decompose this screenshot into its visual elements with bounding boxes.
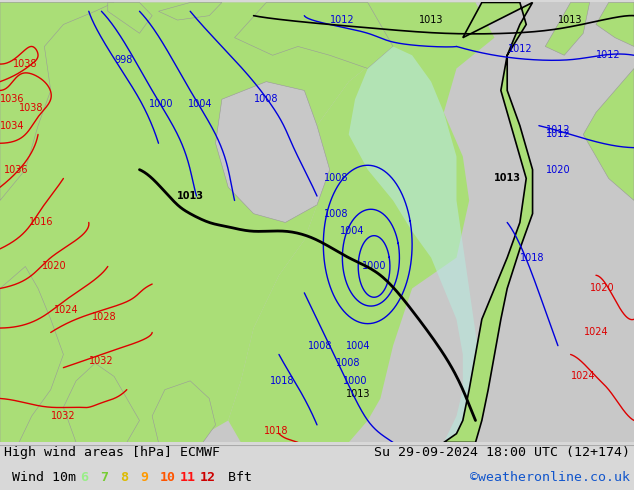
Text: 1024: 1024 (584, 327, 608, 338)
Text: 1028: 1028 (93, 312, 117, 322)
Polygon shape (216, 82, 330, 222)
Text: 1032: 1032 (51, 411, 75, 421)
Polygon shape (0, 2, 393, 442)
Text: 1032: 1032 (89, 356, 113, 366)
Polygon shape (0, 267, 63, 442)
Text: 12: 12 (200, 471, 216, 484)
Text: 1036: 1036 (4, 165, 28, 174)
Polygon shape (158, 2, 222, 20)
Text: 1008: 1008 (308, 341, 332, 351)
Text: 1013: 1013 (346, 389, 370, 399)
Text: 1020: 1020 (42, 262, 66, 271)
Polygon shape (235, 2, 393, 69)
Polygon shape (152, 381, 216, 442)
Text: 1038: 1038 (20, 103, 44, 113)
Polygon shape (108, 2, 152, 33)
Text: 1018: 1018 (270, 376, 294, 386)
Polygon shape (63, 363, 139, 442)
Text: 1000: 1000 (150, 98, 174, 109)
Text: 10: 10 (160, 471, 176, 484)
Text: 1004: 1004 (346, 341, 370, 351)
Text: 1008: 1008 (324, 173, 348, 183)
Polygon shape (0, 2, 114, 200)
Polygon shape (545, 2, 590, 55)
Text: High wind areas [hPa] ECMWF: High wind areas [hPa] ECMWF (4, 445, 220, 459)
Polygon shape (444, 2, 533, 442)
Text: 1016: 1016 (29, 218, 53, 227)
Text: 1008: 1008 (254, 94, 278, 104)
Text: 1013: 1013 (177, 191, 204, 201)
Text: 1024: 1024 (55, 305, 79, 316)
Text: 1036: 1036 (1, 94, 25, 104)
Text: 1018: 1018 (521, 253, 545, 263)
Text: 1034: 1034 (1, 121, 25, 131)
Text: 8: 8 (120, 471, 128, 484)
Text: 1012: 1012 (330, 15, 354, 25)
Text: 1012: 1012 (508, 44, 532, 54)
Text: 7: 7 (100, 471, 108, 484)
Polygon shape (228, 2, 495, 442)
Text: 1024: 1024 (571, 371, 595, 381)
Text: Bft: Bft (220, 471, 252, 484)
Text: 6: 6 (80, 471, 88, 484)
Text: 11: 11 (180, 471, 196, 484)
Text: 1004: 1004 (188, 98, 212, 109)
Text: 1013: 1013 (419, 15, 443, 25)
Text: 1020: 1020 (546, 165, 570, 174)
Text: 1038: 1038 (13, 59, 37, 69)
Text: 1008: 1008 (324, 209, 348, 219)
Text: 998: 998 (115, 55, 133, 65)
Text: 1012: 1012 (546, 129, 570, 140)
Text: 1020: 1020 (590, 283, 614, 294)
Text: 1012: 1012 (597, 50, 621, 60)
Text: 9: 9 (140, 471, 148, 484)
Polygon shape (583, 69, 634, 200)
Text: 1013: 1013 (494, 173, 521, 183)
Text: 1012: 1012 (546, 125, 570, 135)
Polygon shape (349, 47, 482, 442)
Text: 1000: 1000 (343, 376, 367, 386)
Text: Su 29-09-2024 18:00 UTC (12+174): Su 29-09-2024 18:00 UTC (12+174) (374, 445, 630, 459)
Text: 1013: 1013 (559, 15, 583, 25)
Text: 1018: 1018 (264, 426, 288, 437)
Polygon shape (596, 2, 634, 47)
Text: ©weatheronline.co.uk: ©weatheronline.co.uk (470, 471, 630, 484)
Text: 1000: 1000 (362, 262, 386, 271)
Text: Wind 10m: Wind 10m (4, 471, 76, 484)
Text: 1004: 1004 (340, 226, 364, 236)
Text: 1008: 1008 (337, 358, 361, 368)
